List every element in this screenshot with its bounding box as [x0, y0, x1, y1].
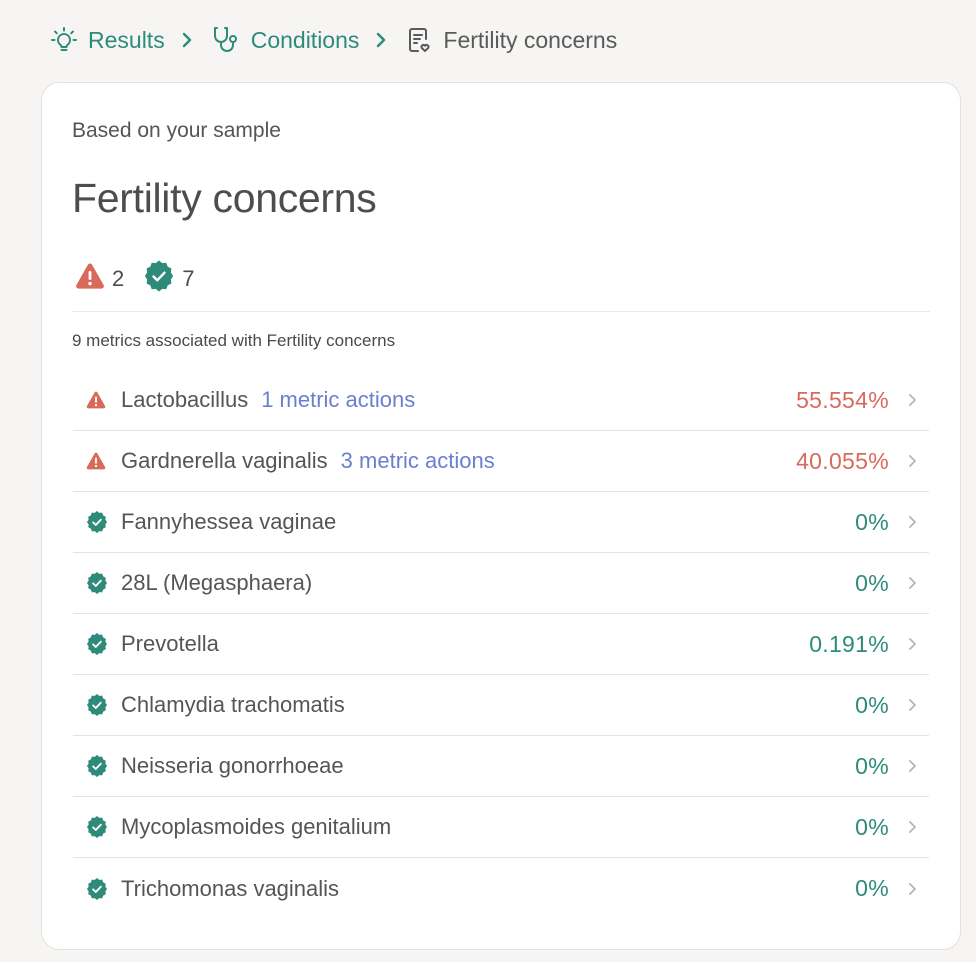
- metric-row-trichomonas-vaginalis[interactable]: Trichomonas vaginalis 0%: [73, 858, 929, 919]
- metric-value: 0%: [855, 508, 889, 535]
- breadcrumb: Results Conditions Fertility concerns: [50, 22, 617, 58]
- metric-value: 0%: [855, 875, 889, 901]
- verified-badge-icon: [73, 632, 121, 656]
- stethoscope-icon: [211, 25, 241, 55]
- metric-row-28l-megasphaera[interactable]: 28L (Megasphaera) 0%: [73, 553, 929, 614]
- chevron-right-icon: [907, 515, 917, 529]
- breadcrumb-results[interactable]: Results: [50, 26, 165, 54]
- metric-actions-link[interactable]: 3 metric actions: [340, 448, 495, 473]
- warning-icon: [73, 451, 121, 471]
- metric-value: 0%: [855, 752, 889, 779]
- metric-name: 28L (Megasphaera): [121, 570, 313, 595]
- breadcrumb-results-label: Results: [88, 26, 165, 53]
- metric-name: Fannyhessea vaginae: [121, 509, 337, 534]
- lightbulb-icon: [50, 26, 78, 54]
- chevron-right-icon: [907, 759, 917, 773]
- ok-count: 7: [182, 266, 195, 291]
- verified-badge-icon: [73, 815, 121, 839]
- clipboard-heart-icon: [405, 26, 433, 54]
- chevron-right-icon: [907, 820, 917, 834]
- verified-badge-icon: [73, 754, 121, 778]
- warning-icon: [73, 390, 121, 410]
- metric-name: Lactobacillus: [121, 387, 249, 412]
- metric-row-lactobacillus[interactable]: Lactobacillus 1 metric actions 55.554%: [73, 370, 929, 431]
- chevron-right-icon: [907, 393, 917, 407]
- verified-badge-icon: [73, 877, 121, 901]
- warning-count: 2: [112, 266, 125, 291]
- chevron-right-icon: [907, 637, 917, 651]
- metric-row-gardnerella-vaginalis[interactable]: Gardnerella vaginalis 3 metric actions 4…: [73, 431, 929, 492]
- metric-name: Trichomonas vaginalis: [121, 875, 340, 901]
- breadcrumb-conditions[interactable]: Conditions: [211, 25, 360, 55]
- status-summary: 2 7: [74, 259, 213, 299]
- chevron-right-icon: [907, 454, 917, 468]
- verified-badge-icon: [73, 510, 121, 534]
- metric-value: 0%: [855, 569, 889, 596]
- warning-summary: 2: [74, 261, 124, 297]
- verified-badge-icon: [73, 571, 121, 595]
- verified-badge-icon: [73, 693, 121, 717]
- metric-value: 0%: [855, 691, 889, 718]
- chevron-right-icon: [907, 698, 917, 712]
- condition-card: Based on your sample Fertility concerns …: [41, 82, 961, 950]
- metrics-caption: 9 metrics associated with Fertility conc…: [72, 331, 396, 350]
- metric-name: Mycoplasmoides genitalium: [121, 814, 392, 839]
- breadcrumb-current-label: Fertility concerns: [443, 26, 618, 53]
- ok-summary: 7: [142, 259, 195, 299]
- card-eyebrow: Based on your sample: [72, 119, 281, 142]
- metric-name: Chlamydia trachomatis: [121, 692, 345, 717]
- metric-value: 0%: [855, 813, 889, 840]
- metric-row-prevotella[interactable]: Prevotella 0.191%: [73, 614, 929, 675]
- metric-row-mycoplasmoides-genitalium[interactable]: Mycoplasmoides genitalium 0%: [73, 797, 929, 858]
- page-title: Fertility concerns: [72, 175, 377, 221]
- warning-icon: [74, 261, 106, 297]
- metric-row-neisseria-gonorrhoeae[interactable]: Neisseria gonorrhoeae 0%: [73, 736, 929, 797]
- breadcrumb-conditions-label: Conditions: [250, 26, 360, 53]
- metric-name: Prevotella: [121, 631, 219, 656]
- breadcrumb-current: Fertility concerns: [405, 26, 617, 54]
- metric-value: 0.191%: [809, 630, 889, 657]
- chevron-right-icon: [907, 882, 917, 896]
- metric-name: Gardnerella vaginalis: [121, 448, 328, 473]
- divider: [72, 311, 930, 312]
- metric-value: 55.554%: [796, 386, 889, 413]
- metric-name: Neisseria gonorrhoeae: [121, 753, 344, 778]
- metrics-list: Lactobacillus 1 metric actions 55.554% G…: [73, 370, 929, 919]
- metric-row-chlamydia-trachomatis[interactable]: Chlamydia trachomatis 0%: [73, 675, 929, 736]
- chevron-right-icon: [907, 576, 917, 590]
- metric-value: 40.055%: [796, 447, 889, 474]
- verified-badge-icon: [142, 259, 176, 299]
- chevron-right-icon: [181, 32, 193, 48]
- metric-actions-link[interactable]: 1 metric actions: [261, 387, 416, 412]
- metric-row-fannyhessea-vaginae[interactable]: Fannyhessea vaginae 0%: [73, 492, 929, 553]
- chevron-right-icon: [375, 32, 387, 48]
